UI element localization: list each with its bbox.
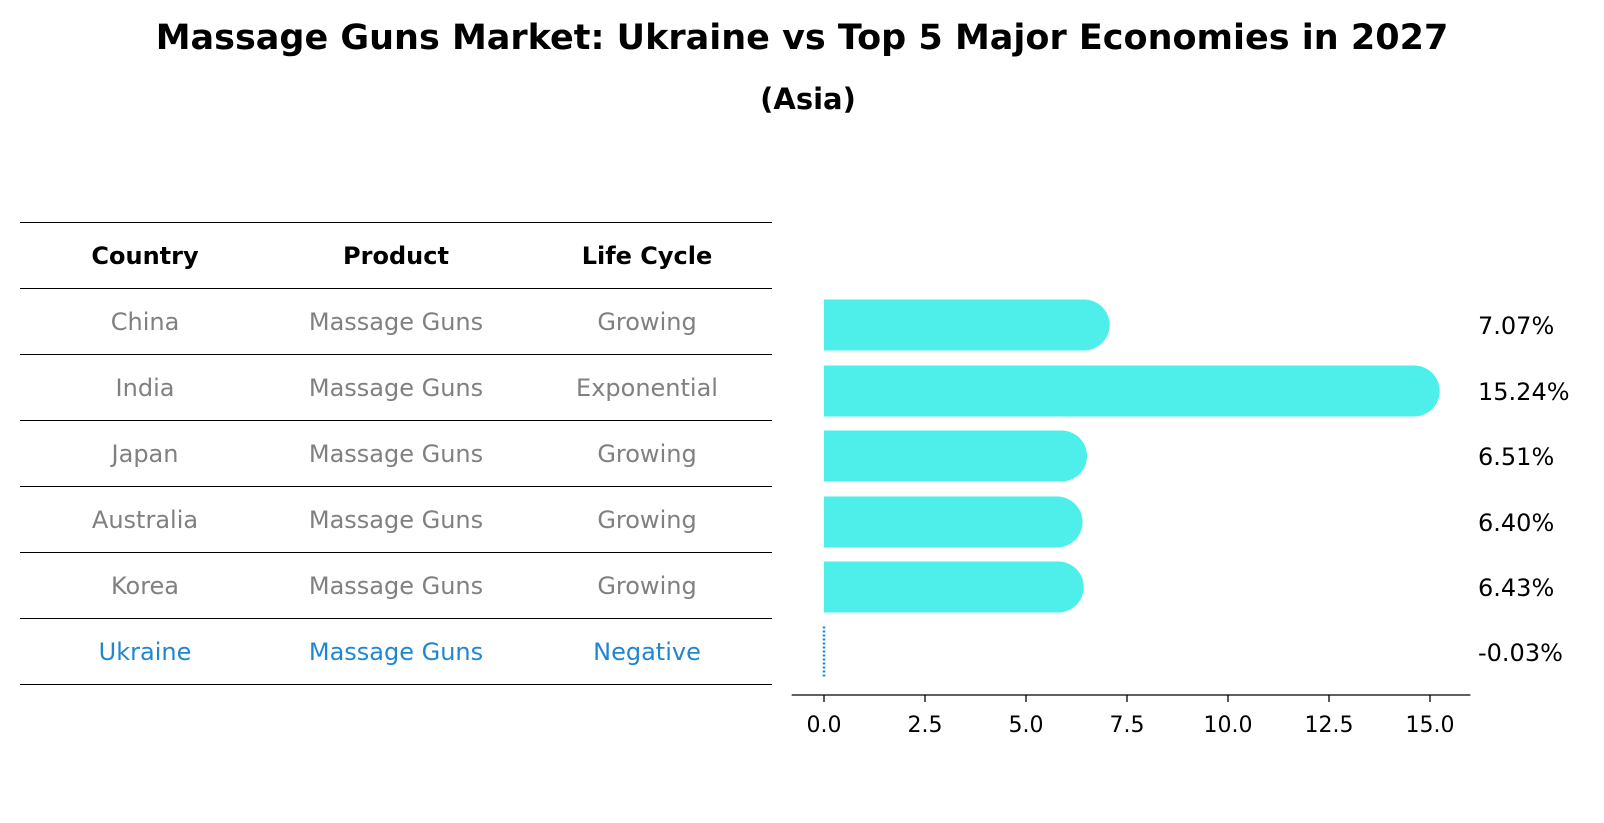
x-tick-label: 2.5	[908, 713, 943, 738]
cell-product: Massage Guns	[308, 307, 484, 336]
bar-australia	[824, 496, 1083, 548]
cell-country: Korea	[110, 571, 180, 600]
x-tick-label: 0.0	[807, 713, 842, 738]
data-label: 6.51%	[1478, 443, 1554, 471]
data-label: 15.24%	[1478, 378, 1570, 406]
table-header-row: Country Product Life Cycle	[20, 222, 772, 288]
x-tick-label: 7.5	[1110, 713, 1145, 738]
cell-product: Massage Guns	[308, 637, 484, 666]
chart-title: Massage Guns Market: Ukraine vs Top 5 Ma…	[155, 18, 1449, 58]
bar-india	[824, 365, 1440, 417]
x-tick-label: 15.0	[1406, 713, 1455, 738]
market-table: Country Product Life Cycle China Massage…	[20, 222, 772, 685]
bar-china	[824, 299, 1110, 351]
bar-korea	[824, 561, 1084, 613]
cell-life-cycle: Growing	[597, 307, 697, 336]
cell-product: Massage Guns	[308, 439, 484, 468]
data-label: -0.03%	[1478, 639, 1563, 667]
table-row-highlight: Ukraine Massage Guns Negative	[20, 618, 772, 685]
data-label: 6.40%	[1478, 509, 1554, 537]
cell-country: Australia	[91, 505, 199, 534]
x-tick-label: 10.0	[1204, 713, 1253, 738]
table-row: Australia Massage Guns Growing	[20, 486, 772, 552]
cell-life-cycle: Growing	[597, 571, 697, 600]
header-country: Country	[91, 241, 199, 270]
cell-life-cycle: Negative	[593, 637, 701, 666]
cell-product: Massage Guns	[308, 571, 484, 600]
table-row: India Massage Guns Exponential	[20, 354, 772, 420]
cell-life-cycle: Exponential	[576, 373, 718, 402]
data-label: 6.43%	[1478, 574, 1554, 602]
x-tick-label: 5.0	[1009, 713, 1044, 738]
cell-country: Japan	[111, 439, 179, 468]
cell-life-cycle: Growing	[597, 439, 697, 468]
cell-life-cycle: Growing	[597, 505, 697, 534]
cell-country: India	[115, 373, 175, 402]
table-row: Korea Massage Guns Growing	[20, 552, 772, 618]
table-row: China Massage Guns Growing	[20, 288, 772, 354]
data-label: 7.07%	[1478, 312, 1554, 340]
chart-subtitle: (Asia)	[760, 82, 856, 116]
header-life-cycle: Life Cycle	[581, 241, 713, 270]
x-tick-label: 12.5	[1305, 713, 1354, 738]
table-row: Japan Massage Guns Growing	[20, 420, 772, 486]
bar-japan	[824, 430, 1088, 482]
cell-country: China	[110, 307, 180, 336]
cell-product: Massage Guns	[308, 373, 484, 402]
header-product: Product	[343, 241, 449, 270]
cell-product: Massage Guns	[308, 505, 484, 534]
cell-country: Ukraine	[98, 637, 192, 666]
